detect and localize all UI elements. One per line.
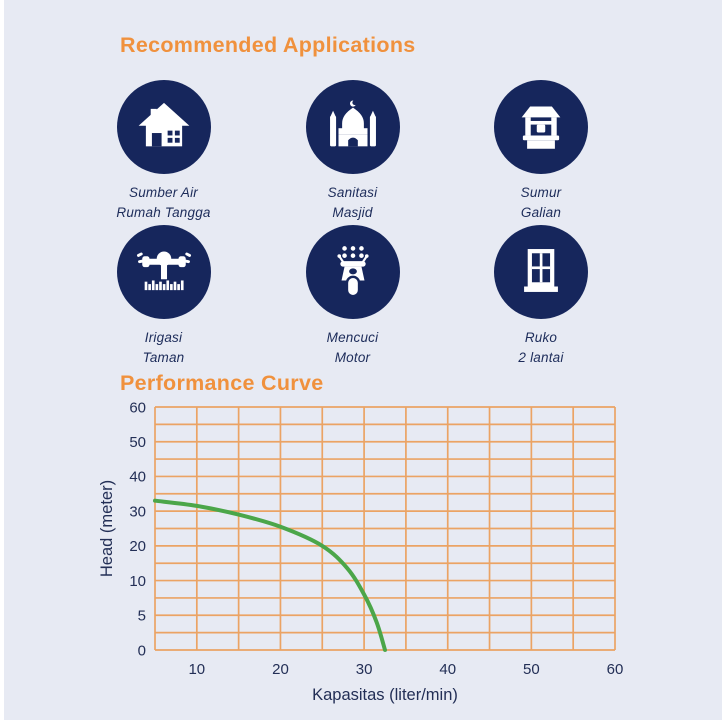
y-tick-label: 10: [129, 573, 146, 590]
app-label: Sumur Galian: [521, 183, 562, 222]
window-icon: [524, 249, 558, 292]
x-tick-label: 20: [272, 661, 289, 678]
y-tick-label: 60: [129, 399, 146, 416]
app-label: Irigasi Taman: [143, 328, 185, 367]
mosque-icon: [329, 100, 376, 147]
app-label-line: Masjid: [332, 204, 373, 220]
app-label: Ruko 2 lantai: [518, 328, 563, 367]
app-label: Sumber Air Rumah Tangga: [116, 183, 210, 222]
app-label-line: Sumur: [520, 185, 562, 200]
app-icon-circle: [494, 225, 588, 319]
app-icon-circle: [305, 225, 400, 319]
app-item-mencuci-motor: Mencuci Motor: [258, 225, 447, 370]
app-item-sumber-air: Sumber Air Rumah Tangga: [69, 80, 258, 225]
app-item-sanitasi-masjid: Sanitasi Masjid: [258, 80, 447, 225]
app-label-line: Irigasi: [144, 330, 183, 345]
app-label: Sanitasi Masjid: [328, 183, 378, 222]
y-tick-label: 20: [129, 538, 146, 555]
x-tick-label: 30: [356, 661, 373, 678]
y-tick-label: 40: [129, 469, 146, 486]
x-tick-label: 50: [523, 661, 540, 678]
y-tick-label: 30: [129, 503, 146, 520]
app-icon-circle: [305, 80, 400, 174]
y-tick-label: 50: [129, 434, 146, 451]
app-icon-circle: [116, 80, 211, 174]
x-axis-title: Kapasitas (liter/min): [312, 686, 458, 704]
sprinkler-icon: [136, 251, 191, 291]
page-margin-bottom: [0, 720, 726, 726]
app-label-line: Rumah Tangga: [116, 204, 211, 220]
app-label-line: Sanitasi: [327, 185, 378, 200]
app-icon-circle: [494, 80, 588, 174]
well-icon: [521, 106, 561, 149]
x-tick-label: 10: [188, 661, 205, 678]
house-icon: [138, 102, 189, 147]
app-item-irigasi-taman: Irigasi Taman: [69, 225, 258, 370]
app-label-line: Ruko: [524, 330, 558, 345]
app-icon-circle: [116, 225, 211, 319]
x-tick-label: 60: [607, 661, 624, 678]
y-tick-label: 5: [138, 608, 146, 625]
app-label: Mencuci Motor: [327, 328, 379, 367]
app-label-line: Mencuci: [326, 330, 379, 345]
y-tick-label: 0: [138, 642, 146, 659]
y-axis-title: Head (meter): [98, 480, 116, 577]
app-label-line: 2 lantai: [518, 349, 564, 365]
performance-section-title: Performance Curve: [120, 371, 324, 395]
app-item-ruko-2-lantai: Ruko 2 lantai: [447, 225, 635, 370]
x-tick-label: 40: [439, 661, 456, 678]
app-label-line: Taman: [142, 349, 185, 365]
app-label-line: Galian: [520, 204, 562, 220]
applications-grid: Sumber Air Rumah Tangga Sanitasi Masjid: [69, 80, 635, 370]
app-item-sumur-galian: Sumur Galian: [447, 80, 635, 225]
pump-performance-curve: [153, 498, 387, 652]
app-label-line: Sumber Air: [128, 185, 199, 200]
scooter-icon: [336, 246, 369, 298]
app-label-line: Motor: [334, 349, 371, 365]
page-margin-left: [0, 0, 4, 726]
page-margin-right: [722, 0, 726, 726]
applications-section-title: Recommended Applications: [120, 33, 416, 57]
